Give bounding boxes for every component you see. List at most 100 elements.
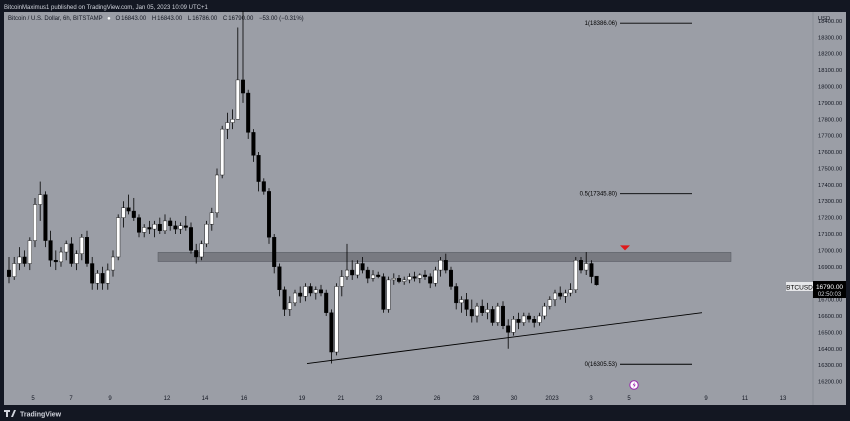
candle — [59, 247, 64, 267]
candle — [48, 230, 53, 267]
y-tick-label: 17700.00 — [818, 134, 842, 140]
candle — [506, 319, 511, 349]
candle — [568, 283, 573, 297]
candle-body — [48, 240, 53, 261]
candle — [495, 302, 500, 326]
x-tick-label: 5 — [627, 396, 631, 402]
candle-body — [334, 286, 339, 353]
candle — [147, 220, 152, 235]
candle-body — [490, 309, 495, 323]
candle-body — [6, 269, 11, 277]
candle — [511, 315, 516, 336]
candle — [313, 286, 318, 300]
candle-body — [329, 312, 334, 353]
candle — [308, 283, 313, 297]
fib-level-label: 0.5(17345.80) — [580, 192, 617, 198]
candle-body — [209, 212, 214, 225]
candle — [469, 299, 474, 323]
candle-body — [584, 263, 589, 271]
candle-body — [449, 269, 454, 287]
candle — [433, 266, 438, 287]
price-axis[interactable] — [813, 12, 846, 393]
candle-body — [157, 223, 162, 231]
y-tick-label: 16700.00 — [818, 298, 842, 304]
candle-body — [589, 263, 594, 277]
candle — [391, 273, 396, 285]
high-value: 16843.00 — [157, 16, 183, 22]
candle-body — [74, 253, 79, 264]
candle — [105, 263, 110, 290]
candle — [371, 270, 376, 282]
candle — [214, 168, 219, 218]
candle-body — [402, 279, 407, 282]
candle-body — [443, 260, 448, 271]
candle — [490, 306, 495, 326]
candle — [22, 250, 27, 267]
candle — [183, 215, 188, 231]
candle-body — [573, 260, 578, 290]
candle-body — [105, 269, 110, 284]
y-tick-label: 16400.00 — [818, 347, 842, 353]
candle — [438, 256, 443, 277]
y-tick-label: 17200.00 — [818, 216, 842, 222]
candle-body — [527, 315, 532, 320]
candle — [6, 256, 11, 284]
candle-layer — [6, 11, 599, 364]
candle-body — [225, 122, 230, 130]
candle-body — [38, 194, 43, 205]
candle — [261, 178, 266, 195]
plot-area[interactable] — [4, 12, 813, 393]
y-tick-label: 16500.00 — [818, 330, 842, 336]
candle-body — [277, 266, 282, 290]
tradingview-logo[interactable]: TradingView — [4, 410, 62, 419]
candle-body — [391, 278, 396, 281]
candle — [516, 312, 521, 330]
candle-body — [386, 279, 391, 310]
candle — [407, 273, 412, 284]
candle-body — [511, 319, 516, 333]
candle — [319, 284, 324, 297]
change-value: −53.00 (−0.31%) — [259, 16, 304, 22]
candle-body — [360, 263, 365, 271]
x-tick-label: 23 — [376, 396, 383, 402]
candle-body — [469, 309, 474, 317]
candle — [449, 266, 454, 290]
candle-body — [183, 225, 188, 228]
candle-body — [272, 237, 277, 267]
candle-body — [43, 194, 48, 241]
candle-body — [267, 191, 272, 238]
x-tick-label: 14 — [202, 396, 209, 402]
candle — [136, 214, 141, 238]
candle — [563, 289, 568, 303]
candle-body — [256, 155, 261, 182]
publisher-line: BitcoinMaximus1 published on TradingView… — [4, 5, 209, 11]
candle-body — [485, 309, 490, 313]
currency-label: USD — [818, 16, 830, 22]
candle — [168, 217, 173, 231]
candle-body — [59, 251, 64, 263]
candle-body — [178, 225, 183, 230]
candle — [464, 293, 469, 316]
x-axis-labels: 5 7 9 12 14 16 19 21 23 26 28 30 2023 3 5 9 11 13 — [31, 396, 787, 402]
candle-body — [319, 289, 324, 294]
candle-body — [412, 276, 417, 279]
event-marker-icon[interactable] — [629, 380, 639, 390]
candle — [126, 194, 131, 215]
candle-body — [110, 256, 115, 271]
candle-body — [428, 276, 433, 284]
candle — [204, 220, 209, 248]
time-axis[interactable] — [4, 393, 846, 405]
candle — [298, 286, 303, 303]
candle-body — [282, 289, 287, 310]
candle — [537, 312, 542, 326]
candle — [194, 243, 199, 264]
candle — [162, 214, 167, 235]
x-tick-label: 7 — [69, 396, 73, 402]
candle — [485, 302, 490, 320]
candle — [365, 266, 370, 284]
open-value: 16843.00 — [121, 16, 147, 22]
candle-body — [433, 269, 438, 284]
candle — [521, 312, 526, 326]
candle-body — [214, 174, 219, 213]
candle — [579, 256, 584, 274]
